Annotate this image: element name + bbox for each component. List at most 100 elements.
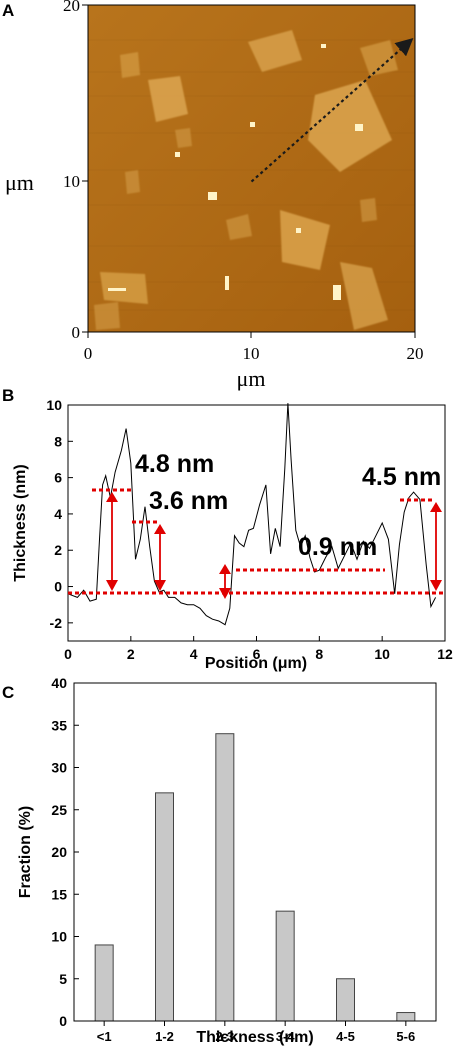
b-y-tick-label: 4 (54, 506, 62, 522)
annotation-0-9-nm: 0.9 nm (298, 533, 377, 561)
c-y-tick-label: 0 (59, 1013, 67, 1029)
flake (148, 76, 188, 122)
b-x-tick-label: 10 (374, 646, 390, 662)
a-y-axis-label: μm (5, 170, 34, 195)
bright-spot (250, 122, 255, 127)
c-x-ticks: <1 1-2 2-3 3-4 4-5 5-6 (97, 1021, 415, 1044)
a-y-tick-label: 20 (63, 0, 80, 15)
line-scan-arrow (250, 38, 414, 183)
bright-spot (355, 124, 363, 131)
c-y-tick-label: 35 (51, 717, 67, 733)
b-y-axis-label: Thickness (nm) (12, 464, 29, 581)
histogram-bar (396, 1012, 416, 1022)
profile-annotation-labels: 4.8 nm 3.6 nm 0.9 nm 4.5 nm (135, 450, 441, 561)
c-y-tick-label: 5 (59, 971, 67, 987)
arrow-head (106, 580, 118, 591)
flake (340, 262, 388, 330)
c-y-tick-label: 40 (51, 675, 67, 691)
b-x-tick-label: 4 (190, 646, 198, 662)
bright-spot (208, 192, 217, 200)
annotation-4-8-nm: 4.8 nm (135, 450, 214, 478)
panel-c: C 0 5 10 15 20 25 30 35 40 <1 1-2 2-3 3-4 4-5 5-6 Thi… (2, 675, 437, 1046)
bright-spot (175, 152, 180, 157)
histogram-frame (73, 682, 437, 1022)
b-y-tick-label: 10 (46, 397, 62, 413)
bright-spot (108, 288, 126, 291)
bright-spot (296, 228, 301, 233)
c-y-tick-label: 25 (51, 802, 67, 818)
arrow-head (154, 524, 166, 534)
c-x-tick-label: <1 (97, 1029, 112, 1044)
flake (248, 30, 302, 72)
c-x-tick-label: 4-5 (336, 1029, 355, 1044)
c-x-tick-label: 1-2 (155, 1029, 174, 1044)
c-y-tick-label: 15 (51, 886, 67, 902)
flake (94, 302, 120, 330)
flake (360, 198, 377, 222)
c-y-tick-label: 20 (51, 844, 67, 860)
arrow-head (154, 580, 166, 591)
histogram-bar (215, 733, 235, 1022)
a-x-tick-label: 10 (243, 344, 260, 363)
panel-a-tick-labels: 20 10 0 0 10 20 (63, 0, 424, 363)
b-x-ticks: 0 2 4 6 8 10 12 (64, 636, 453, 662)
b-y-tick-label: 6 (54, 470, 62, 486)
arrow-head (106, 492, 118, 502)
flake (125, 170, 140, 194)
c-x-axis-label: Thickness (nm) (196, 1029, 313, 1046)
b-x-axis-label: Position (μm) (205, 655, 307, 672)
b-x-tick-label: 6 (253, 646, 261, 662)
c-y-tick-label: 30 (51, 760, 67, 776)
b-x-tick-label: 2 (127, 646, 135, 662)
arrow-head (219, 564, 231, 574)
panel-b-label: B (2, 386, 14, 405)
flake (360, 40, 398, 76)
bright-spot (321, 44, 326, 48)
afm-flakes (94, 30, 398, 330)
histogram-bar (336, 978, 355, 1022)
arrow-head (219, 588, 231, 599)
arrow-head (430, 502, 442, 512)
flake (120, 52, 140, 78)
histogram-bar (275, 910, 295, 1022)
a-x-axis-label: μm (237, 366, 266, 391)
histogram-bar (94, 944, 114, 1022)
b-x-tick-label: 0 (64, 646, 72, 662)
a-y-tick-label: 0 (72, 323, 81, 342)
a-x-tick-label: 20 (407, 344, 424, 363)
annotation-4-5-nm: 4.5 nm (362, 463, 441, 491)
panel-a-label: A (2, 1, 14, 20)
panel-a: A (2, 0, 424, 391)
c-y-axis-label: Fraction (%) (17, 806, 34, 898)
profile-plot-frame (67, 404, 446, 642)
c-y-tick-label: 10 (51, 929, 67, 945)
b-x-tick-label: 8 (315, 646, 323, 662)
bright-spot (333, 285, 341, 300)
flake (308, 80, 392, 172)
b-y-tick-label: 0 (54, 579, 62, 595)
height-profile-line (67, 403, 437, 626)
c-y-ticks: 0 5 10 15 20 25 30 35 40 (51, 675, 79, 1029)
afm-bright-spots (108, 44, 363, 300)
a-y-tick-label: 10 (63, 172, 80, 191)
b-y-tick-label: -2 (50, 615, 63, 631)
c-bars (94, 733, 416, 1022)
b-x-tick-label: 12 (437, 646, 453, 662)
bright-spot (225, 276, 229, 290)
flake (175, 128, 192, 148)
flake (226, 214, 252, 240)
histogram-bar (155, 792, 174, 1022)
panel-c-label: C (2, 683, 14, 702)
flake (280, 210, 330, 270)
b-y-tick-label: 2 (54, 542, 62, 558)
profile-double-arrows (106, 492, 442, 599)
profile-annotations (68, 488, 445, 595)
c-x-tick-label: 2-3 (215, 1029, 234, 1044)
a-x-tick-label: 0 (84, 344, 93, 363)
c-x-tick-label: 5-6 (396, 1029, 415, 1044)
b-y-tick-label: 8 (54, 433, 62, 449)
panel-a-axes (82, 4, 416, 338)
c-x-tick-label: 3-4 (276, 1029, 296, 1044)
annotation-3-6-nm: 3.6 nm (149, 487, 228, 515)
